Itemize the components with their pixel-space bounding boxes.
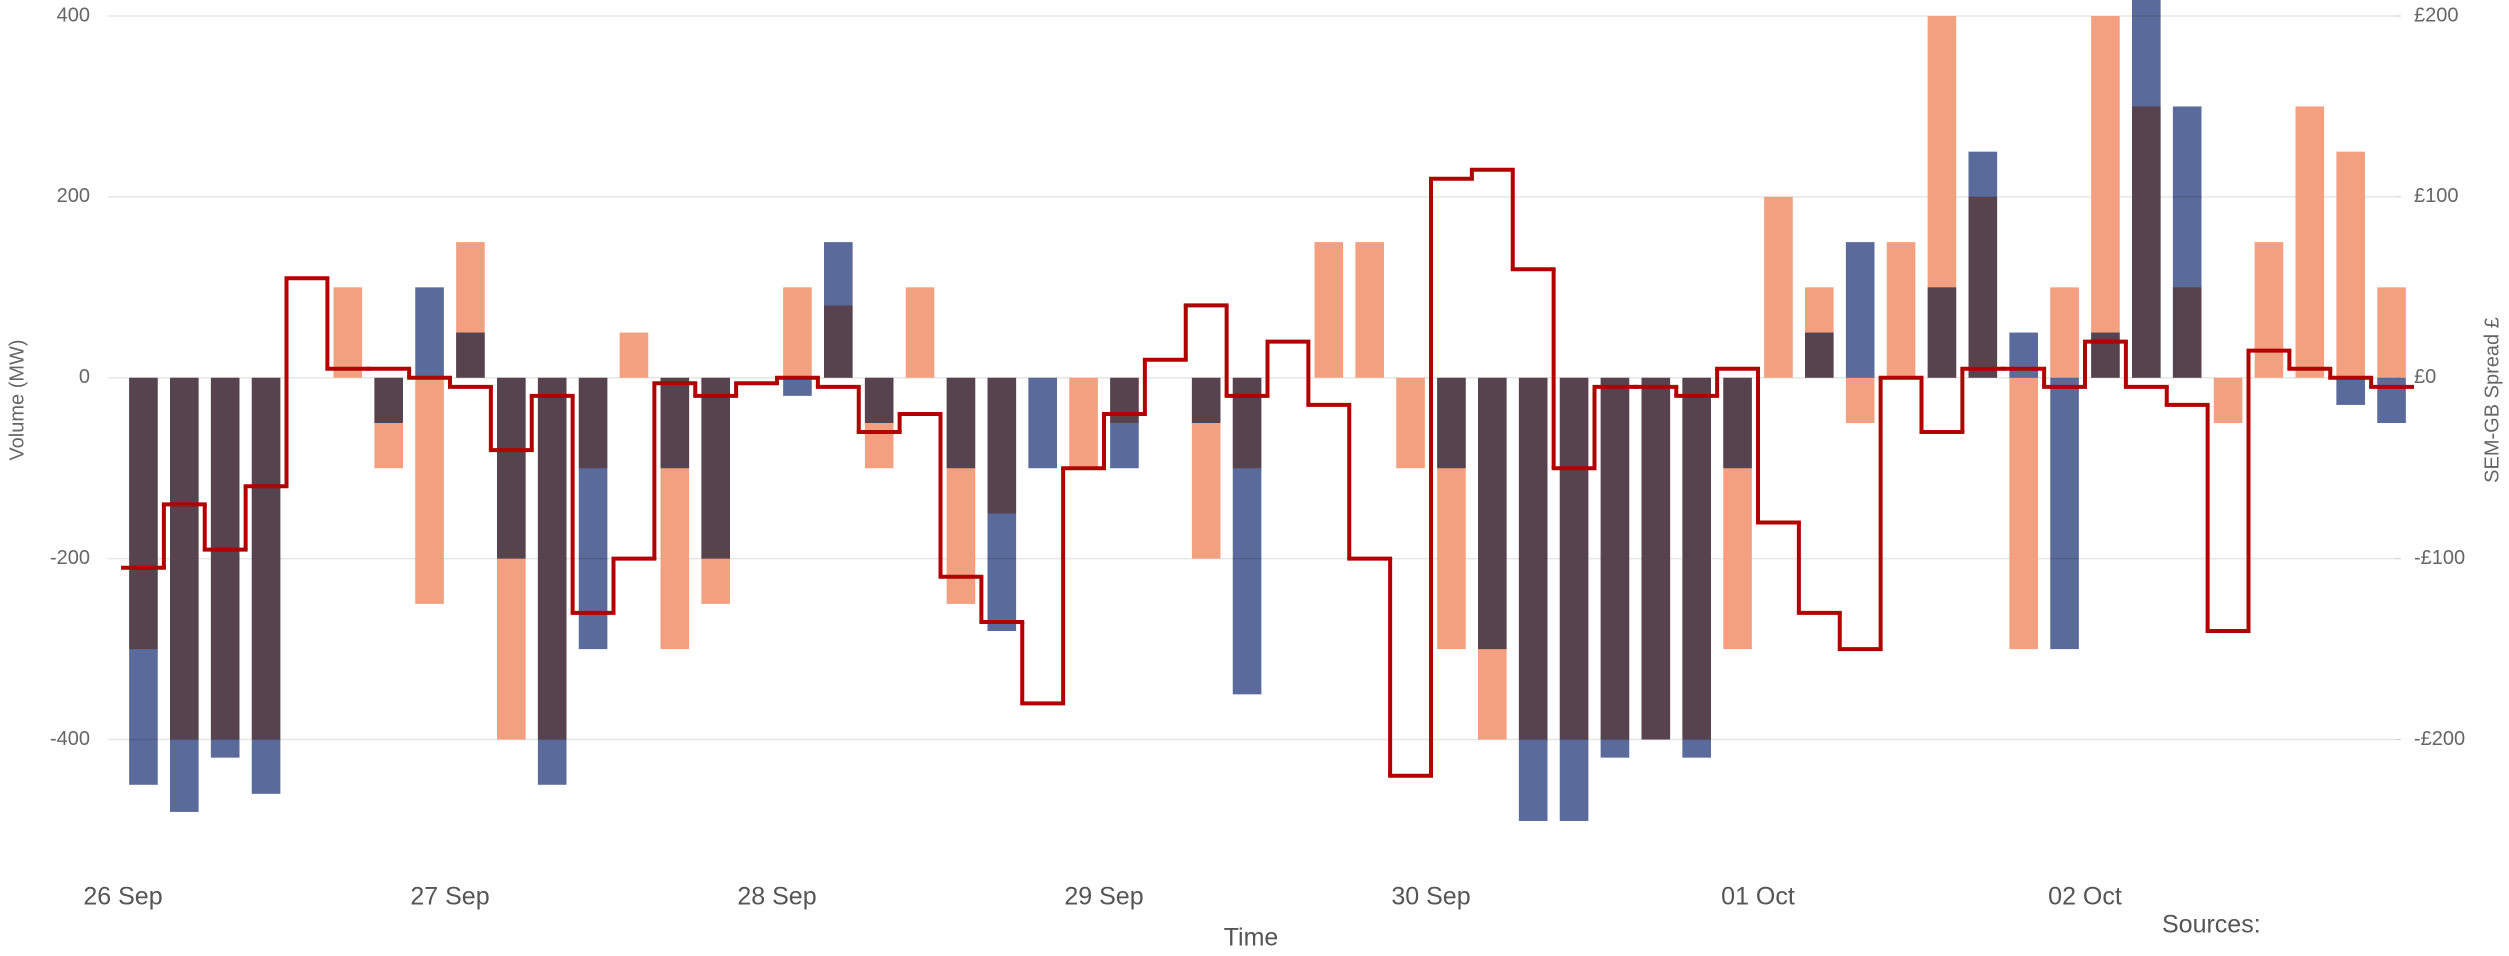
bar	[1600, 377, 1630, 758]
bar	[1559, 377, 1589, 821]
bar	[1764, 196, 1793, 378]
bar	[578, 377, 608, 650]
y-tick-label: 0	[79, 366, 90, 388]
bar	[129, 377, 158, 785]
bar	[701, 377, 730, 559]
x-axis-title: Time	[1224, 924, 1279, 952]
bar	[2377, 287, 2406, 378]
bar	[1069, 377, 1098, 469]
bar	[333, 287, 363, 378]
bar	[2377, 377, 2406, 423]
y-tick-label: -400	[50, 728, 90, 750]
y-tick-label: 400	[57, 4, 90, 26]
x-tick-label: 30 Sep	[1391, 883, 1470, 911]
x-tick-label: 01 Oct	[1721, 883, 1795, 911]
bar	[1396, 377, 1425, 469]
bar	[170, 377, 199, 812]
bar	[1845, 242, 1875, 378]
bar	[1927, 287, 1957, 378]
bar	[1355, 242, 1384, 378]
bar	[1641, 377, 1671, 740]
x-tick-label: 26 Sep	[83, 883, 162, 911]
bar	[1723, 377, 1752, 469]
x-tick-label: 29 Sep	[1064, 883, 1143, 911]
bar	[2132, 0, 2161, 378]
bar	[2009, 332, 2038, 378]
y2-tick-label: £100	[2414, 185, 2459, 207]
bar	[456, 332, 485, 378]
bar	[660, 377, 690, 469]
bar	[415, 287, 444, 378]
y2-axis-title: SEM-GB Spread £	[2481, 317, 2503, 483]
x-tick-label: 27 Sep	[410, 883, 489, 911]
bar	[2336, 151, 2365, 378]
bar	[824, 242, 853, 378]
bar	[864, 377, 894, 423]
bar	[619, 332, 649, 378]
bar	[415, 377, 444, 604]
bar	[251, 377, 281, 794]
bar	[1805, 332, 1834, 378]
y-axis-title: Volume (MW)	[6, 339, 28, 460]
bar	[1682, 377, 1711, 758]
bar	[2172, 106, 2202, 378]
y-tick-label: -200	[50, 547, 90, 569]
y2-tick-label: £200	[2414, 4, 2459, 26]
y2-tick-label: -£200	[2414, 728, 2465, 750]
y-tick-label: 200	[57, 185, 90, 207]
y2-tick-label: -£100	[2414, 547, 2465, 569]
bar	[2050, 287, 2079, 378]
bar	[987, 377, 1017, 632]
bar	[374, 377, 403, 423]
bar	[1232, 377, 1262, 695]
bar	[1518, 377, 1548, 821]
bar	[2091, 16, 2120, 378]
y2-tick-label: £0	[2414, 366, 2436, 388]
x-tick-label: 02 Oct	[2048, 883, 2122, 911]
bar	[783, 287, 812, 378]
bar	[210, 377, 240, 758]
bar	[2050, 377, 2079, 650]
bar	[1110, 377, 1139, 469]
bar	[2254, 242, 2284, 378]
bar	[2009, 377, 2038, 650]
bar	[1437, 377, 1466, 469]
bar	[1028, 377, 1057, 469]
bar	[783, 377, 812, 396]
bar	[497, 377, 526, 559]
bar	[905, 287, 935, 378]
bar	[1845, 377, 1875, 423]
bar	[1968, 151, 1998, 378]
bar	[1478, 377, 1507, 650]
bar	[2336, 377, 2365, 405]
bar	[537, 377, 567, 785]
bar	[2091, 332, 2120, 378]
bar	[946, 377, 976, 469]
bar	[1191, 377, 1221, 423]
sources-note: Sources:	[2162, 911, 2261, 939]
x-tick-label: 28 Sep	[737, 883, 816, 911]
bar	[2213, 377, 2243, 423]
bar	[1886, 242, 1916, 378]
bar	[1314, 242, 1344, 378]
bar	[2295, 106, 2325, 378]
